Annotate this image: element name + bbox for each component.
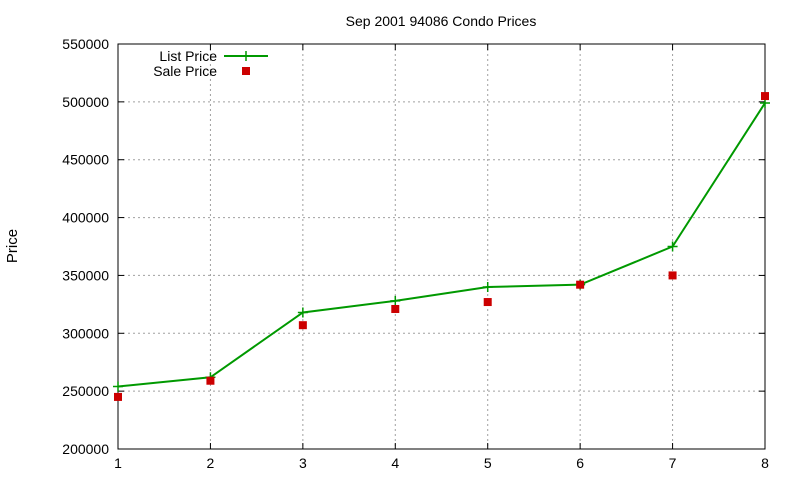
- legend-marker-sale-price: [242, 67, 250, 75]
- legend-label-sale-price: Sale Price: [153, 63, 217, 79]
- data-point-list-price: [390, 295, 401, 306]
- series-line-list-price: [117, 102, 766, 388]
- x-tick-label: 7: [669, 455, 677, 471]
- y-tick-label: 400000: [62, 210, 109, 226]
- data-point-sale-price: [668, 271, 677, 280]
- legend: List Price Sale Price: [153, 48, 268, 79]
- data-point-sale-price: [391, 304, 400, 313]
- x-tick-label: 3: [299, 455, 307, 471]
- data-point-sale-price: [761, 92, 769, 101]
- x-tick-label: 4: [391, 455, 399, 471]
- y-tick-label: 300000: [62, 325, 109, 341]
- data-point-sale-price: [576, 280, 585, 289]
- plot-frame: [117, 43, 766, 450]
- legend-label-list-price: List Price: [159, 48, 217, 64]
- y-tick-label: 350000: [62, 267, 109, 283]
- data-point-sale-price: [298, 321, 307, 330]
- y-tick-label: 200000: [62, 441, 109, 457]
- y-tick-label: 550000: [62, 36, 109, 52]
- data-point-list-price: [113, 381, 123, 392]
- data-point-list-price: [667, 241, 678, 252]
- y-tick-label: 500000: [62, 94, 109, 110]
- data-point-sale-price: [483, 298, 492, 307]
- x-tick-label: 8: [761, 455, 769, 471]
- y-tick-label: 450000: [62, 152, 109, 168]
- data-point-list-price: [482, 282, 493, 292]
- y-tick-label: 250000: [62, 383, 109, 399]
- data-point-sale-price: [206, 376, 215, 385]
- y-axis-label: Price: [4, 229, 21, 263]
- x-tick-label: 5: [484, 455, 492, 471]
- legend-marker-list-price: [241, 51, 251, 61]
- x-tick-label: 6: [576, 455, 584, 471]
- data-point-list-price: [297, 307, 308, 318]
- x-tick-label: 2: [207, 455, 215, 471]
- series: [113, 92, 770, 401]
- x-tick-label: 1: [114, 455, 122, 471]
- data-point-sale-price: [114, 392, 122, 401]
- axis-ticks: 200000 250000 300000 350000 400000 450000 5000…: [62, 36, 769, 471]
- chart-title: Sep 2001 94086 Condo Prices: [346, 13, 537, 29]
